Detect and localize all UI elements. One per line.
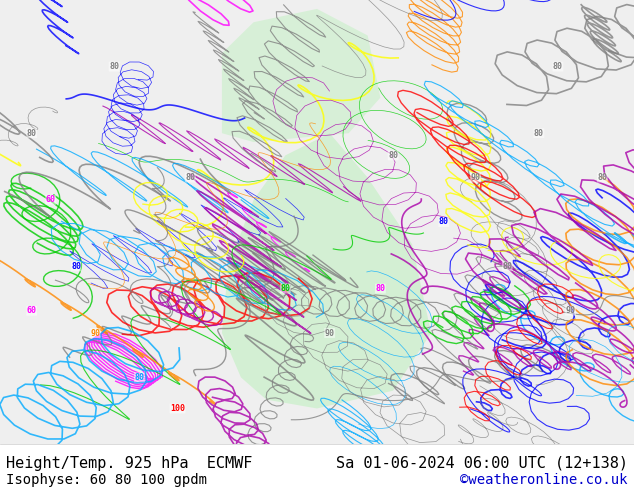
Text: 60: 60 bbox=[27, 306, 37, 315]
Text: 100: 100 bbox=[170, 404, 185, 413]
Polygon shape bbox=[222, 133, 431, 409]
Text: 80: 80 bbox=[534, 129, 544, 138]
Text: 80: 80 bbox=[109, 62, 119, 71]
Text: Isophyse: 60 80 100 gpdm: Isophyse: 60 80 100 gpdm bbox=[6, 472, 207, 487]
Text: 60: 60 bbox=[46, 196, 56, 204]
Text: 80: 80 bbox=[388, 151, 398, 160]
Text: 80: 80 bbox=[553, 62, 563, 71]
Text: 90: 90 bbox=[325, 328, 335, 338]
Text: 80: 80 bbox=[439, 218, 449, 226]
Text: ©weatheronline.co.uk: ©weatheronline.co.uk bbox=[460, 472, 628, 487]
Text: 80: 80 bbox=[375, 284, 385, 293]
Text: 80: 80 bbox=[134, 373, 145, 382]
Text: 90: 90 bbox=[470, 173, 481, 182]
Polygon shape bbox=[222, 9, 380, 142]
Text: Sa 01-06-2024 06:00 UTC (12+138): Sa 01-06-2024 06:00 UTC (12+138) bbox=[335, 456, 628, 470]
Text: 80: 80 bbox=[280, 284, 290, 293]
Text: 80: 80 bbox=[71, 262, 81, 271]
Text: 80: 80 bbox=[502, 262, 512, 271]
Text: Height/Temp. 925 hPa  ECMWF: Height/Temp. 925 hPa ECMWF bbox=[6, 456, 253, 470]
Text: 80: 80 bbox=[185, 173, 195, 182]
Text: 90: 90 bbox=[566, 306, 576, 315]
Text: 80: 80 bbox=[27, 129, 37, 138]
Text: 80: 80 bbox=[597, 173, 607, 182]
Text: 90: 90 bbox=[90, 328, 100, 338]
